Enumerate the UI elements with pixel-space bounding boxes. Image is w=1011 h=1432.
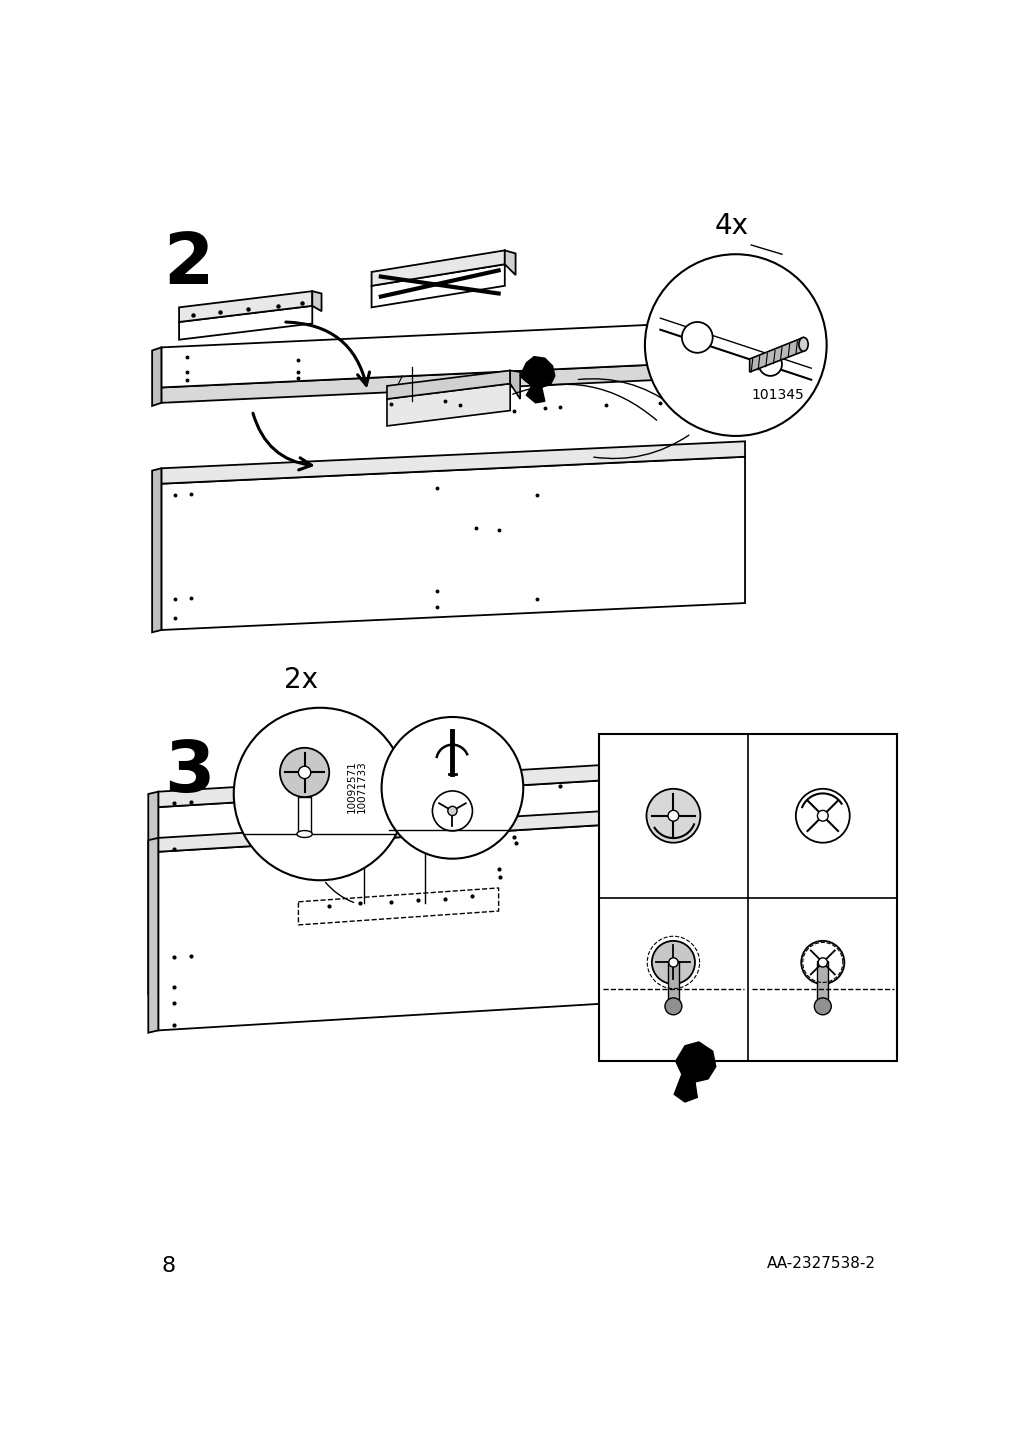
Polygon shape — [386, 371, 510, 400]
Polygon shape — [161, 361, 744, 402]
Polygon shape — [161, 457, 744, 630]
Polygon shape — [152, 348, 161, 405]
Circle shape — [432, 790, 472, 831]
Circle shape — [664, 998, 681, 1015]
Polygon shape — [526, 385, 544, 402]
Polygon shape — [673, 1074, 697, 1103]
Polygon shape — [152, 468, 161, 633]
Polygon shape — [161, 441, 744, 484]
Text: 2x: 2x — [283, 666, 317, 695]
Polygon shape — [158, 811, 606, 852]
Circle shape — [298, 766, 310, 779]
Text: 4x: 4x — [714, 212, 748, 241]
Circle shape — [817, 958, 827, 967]
Polygon shape — [158, 765, 606, 808]
Bar — [667, 961, 678, 1001]
Circle shape — [795, 789, 849, 842]
Text: 2: 2 — [164, 229, 213, 299]
Polygon shape — [504, 251, 515, 275]
Circle shape — [381, 717, 523, 859]
Polygon shape — [675, 1042, 715, 1083]
Circle shape — [801, 941, 843, 984]
Circle shape — [644, 255, 826, 435]
Polygon shape — [158, 825, 606, 1031]
Polygon shape — [161, 321, 744, 388]
Ellipse shape — [798, 338, 808, 351]
Text: 8: 8 — [161, 1256, 175, 1276]
Circle shape — [651, 941, 695, 984]
Circle shape — [681, 322, 712, 352]
Ellipse shape — [296, 831, 312, 838]
Circle shape — [646, 789, 700, 842]
FancyArrowPatch shape — [253, 414, 311, 470]
Circle shape — [817, 811, 827, 821]
Polygon shape — [149, 838, 158, 1032]
Circle shape — [668, 958, 677, 967]
Polygon shape — [371, 265, 504, 308]
Text: 10071733: 10071733 — [357, 760, 367, 813]
Polygon shape — [510, 371, 520, 400]
Circle shape — [667, 811, 678, 821]
Polygon shape — [179, 291, 312, 322]
Bar — [599, 735, 897, 1061]
Polygon shape — [298, 798, 310, 833]
Circle shape — [758, 352, 782, 375]
Polygon shape — [312, 291, 321, 311]
Circle shape — [447, 806, 457, 816]
Circle shape — [234, 707, 405, 881]
Bar — [817, 961, 827, 1001]
Circle shape — [814, 998, 830, 1015]
Polygon shape — [386, 384, 510, 425]
Circle shape — [280, 748, 329, 798]
Polygon shape — [179, 306, 312, 339]
Text: 10092571: 10092571 — [347, 760, 357, 813]
Polygon shape — [158, 780, 606, 992]
FancyArrowPatch shape — [285, 322, 369, 385]
Text: AA-2327538-2: AA-2327538-2 — [766, 1256, 876, 1272]
Text: 101345: 101345 — [750, 388, 803, 402]
Polygon shape — [749, 338, 803, 372]
Polygon shape — [520, 357, 554, 388]
Text: 3: 3 — [164, 737, 214, 806]
Polygon shape — [149, 792, 158, 994]
Polygon shape — [371, 251, 504, 286]
